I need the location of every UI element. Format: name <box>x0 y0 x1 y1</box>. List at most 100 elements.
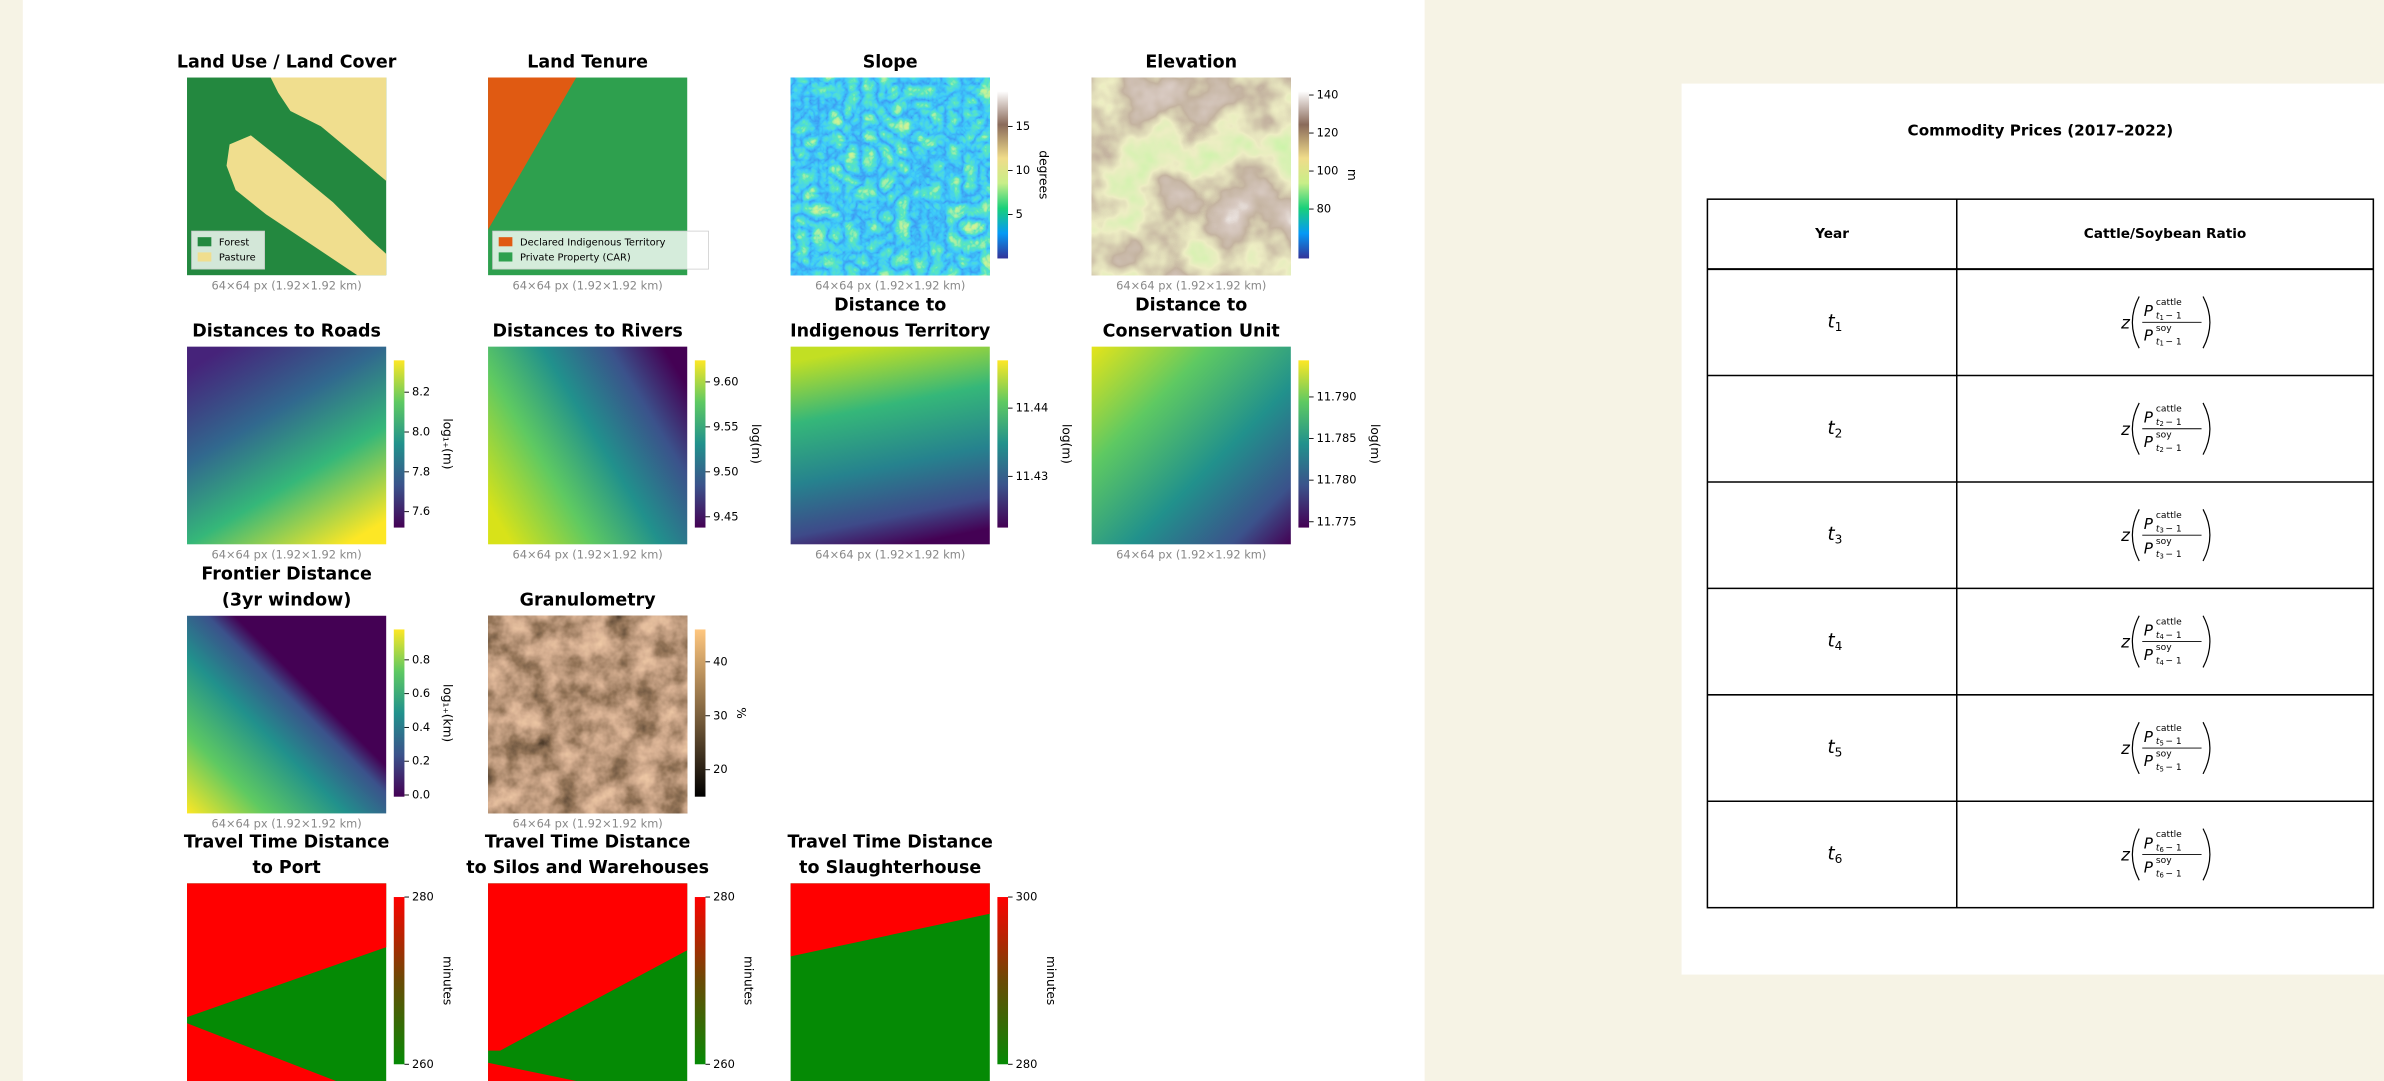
ratio-var: P <box>2144 752 2154 770</box>
subscript-lag: − 1 <box>2165 656 2181 666</box>
colorbar-tick-label: 0.4 <box>412 720 430 734</box>
ratio-fn: z <box>2120 632 2131 652</box>
legend-swatch <box>198 252 212 261</box>
year-index: 2 <box>1835 426 1843 440</box>
panel-caption: 64×64 px (1.92×1.92 km) <box>1116 278 1266 292</box>
ratio-var: P <box>2144 621 2154 639</box>
colorbar-label: log₁₊(km) <box>441 684 455 742</box>
colorbar-label: degrees <box>1037 150 1051 199</box>
year-index: 1 <box>1835 319 1843 333</box>
colorbar-tick-label: 11.790 <box>1317 389 1357 403</box>
colorbar-tick-label: 8.0 <box>412 425 430 439</box>
ratio-var: P <box>2144 728 2154 746</box>
panel-title: Slope <box>863 52 918 72</box>
panel-title: Frontier Distance <box>201 565 371 585</box>
colorbar <box>997 360 1008 527</box>
panel-title: Granulometry <box>520 591 657 611</box>
year-index: 4 <box>1835 639 1843 653</box>
panel-title: to Port <box>252 858 320 878</box>
colorbar <box>1298 360 1309 527</box>
panel-caption: 64×64 px (1.92×1.92 km) <box>513 278 663 292</box>
subscript-index: 4 <box>2160 633 2164 641</box>
ratio-sup: soy <box>2156 750 2172 760</box>
ratio-var: P <box>2144 302 2154 320</box>
subscript-index: 4 <box>2160 659 2164 667</box>
colorbar-tick-label: 0.8 <box>412 652 430 666</box>
panel-title: Distances to Rivers <box>493 321 683 341</box>
colorbar-tick-label: 0.0 <box>412 787 430 801</box>
map-image <box>187 347 386 545</box>
panel-caption: 64×64 px (1.92×1.92 km) <box>1116 547 1266 561</box>
subscript-lag: − 1 <box>2165 737 2181 747</box>
ratio-sup: soy <box>2156 537 2172 547</box>
colorbar-label: minutes <box>441 956 455 1005</box>
map-image <box>791 78 990 276</box>
colorbar <box>695 629 706 796</box>
panel-title: (3yr window) <box>222 591 351 611</box>
ratio-sup: cattle <box>2156 298 2182 308</box>
colorbar-tick-label: 9.45 <box>713 509 738 523</box>
ratio-sup: cattle <box>2156 511 2182 521</box>
legend-swatch <box>499 237 513 246</box>
panel-title: Land Use / Land Cover <box>177 52 397 72</box>
table-title: Commodity Prices (2017–2022) <box>1908 121 2174 139</box>
ratio-var: P <box>2144 327 2154 345</box>
subscript-index: 3 <box>2160 552 2164 560</box>
colorbar-tick-label: 260 <box>412 1057 434 1071</box>
subscript-index: 5 <box>2160 739 2164 747</box>
panel-title: Land Tenure <box>527 52 648 72</box>
ratio-sup: cattle <box>2156 724 2182 734</box>
ratio-var: P <box>2144 433 2154 451</box>
ratio-var: P <box>2144 646 2154 664</box>
legend-label: Pasture <box>219 253 256 264</box>
subscript-index: 5 <box>2160 765 2164 773</box>
map-image <box>791 347 990 545</box>
panel-caption: 64×64 px (1.92×1.92 km) <box>211 278 361 292</box>
ratio-fn: z <box>2120 525 2131 545</box>
subscript-lag: − 1 <box>2165 843 2181 853</box>
colorbar-tick-label: 7.8 <box>412 464 430 478</box>
colorbar-tick-label: 260 <box>713 1057 735 1071</box>
colorbar-tick-label: 11.775 <box>1317 514 1357 528</box>
colorbar-tick-label: 9.60 <box>713 374 738 388</box>
subscript-index: 2 <box>2160 446 2164 454</box>
legend-label: Declared Indigenous Territory <box>520 238 666 249</box>
ratio-var: P <box>2144 539 2154 557</box>
colorbar <box>1298 91 1309 258</box>
colorbar-tick-label: 300 <box>1016 890 1038 904</box>
subscript-lag: − 1 <box>2165 443 2181 453</box>
subscript-lag: − 1 <box>2165 311 2181 321</box>
ratio-var: P <box>2144 859 2154 877</box>
map-image <box>1092 347 1291 545</box>
subscript-lag: − 1 <box>2165 763 2181 773</box>
year-index: 3 <box>1835 532 1843 546</box>
subscript-lag: − 1 <box>2165 869 2181 879</box>
figure: Commodity Prices (2017–2022) Land Use / … <box>0 0 2384 1081</box>
legend-swatch <box>499 252 513 261</box>
colorbar-tick-label: 9.50 <box>713 464 738 478</box>
ratio-sup: soy <box>2156 856 2172 866</box>
ratio-var: P <box>2144 409 2154 427</box>
colorbar-label: log(m) <box>1368 424 1382 464</box>
subscript-lag: − 1 <box>2165 550 2181 560</box>
colorbar-label: log(m) <box>749 424 763 464</box>
panel-caption: 64×64 px (1.92×1.92 km) <box>513 547 663 561</box>
panel-title: Elevation <box>1145 52 1237 72</box>
ratio-fn: z <box>2120 419 2131 439</box>
map-image <box>1092 78 1291 276</box>
colorbar <box>997 897 1008 1064</box>
colorbar-tick-label: 100 <box>1317 164 1339 178</box>
map-image <box>488 616 687 814</box>
subscript-index: 6 <box>2160 872 2164 880</box>
colorbar-tick-label: 15 <box>1016 119 1030 133</box>
panel-title: Travel Time Distance <box>184 832 389 852</box>
ratio-fn: z <box>2120 844 2131 864</box>
colorbar <box>695 360 706 527</box>
colorbar-tick-label: 20 <box>713 762 728 776</box>
colorbar-label: log₁₊(m) <box>441 418 455 469</box>
subscript-index: 1 <box>2160 340 2164 348</box>
colorbar-tick-label: 280 <box>713 890 735 904</box>
ratio-fn: z <box>2120 738 2131 758</box>
subscript-lag: − 1 <box>2165 337 2181 347</box>
subscript-lag: − 1 <box>2165 630 2181 640</box>
